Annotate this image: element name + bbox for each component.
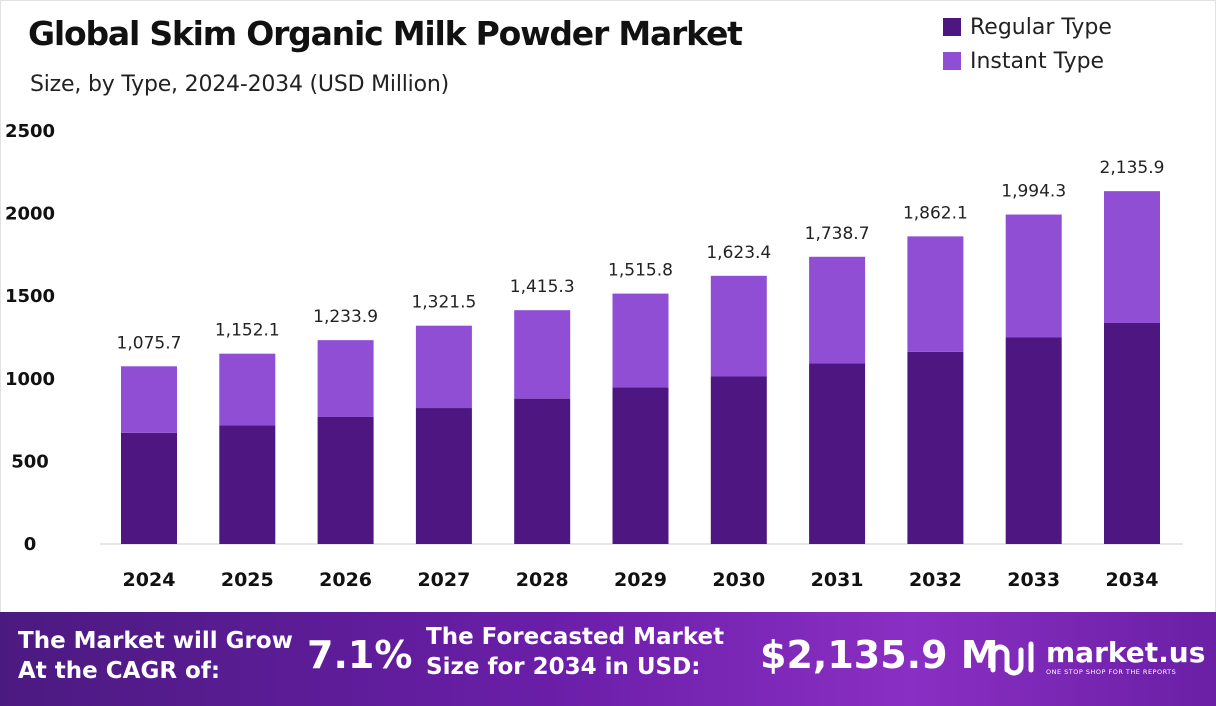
legend-label-instant: Instant Type (970, 48, 1105, 74)
forecast-text-line-2: Size for 2034 in USD: (426, 654, 701, 680)
brand-logo: market.us ONE STOP SHOP FOR THE REPORTS (988, 636, 1205, 678)
data-label-2024: 1,075.7 (117, 333, 182, 353)
bar-instant-2024 (121, 366, 177, 433)
bar-instant-2031 (809, 256, 866, 364)
bar-regular-2030 (710, 376, 767, 544)
bar-regular-2032 (907, 351, 964, 544)
bar-regular-2027 (415, 408, 472, 544)
market-us-logo-icon (990, 641, 1034, 676)
legend-item-instant: Instant Type (943, 44, 1112, 78)
bar-instant-2027 (415, 325, 472, 409)
bar-regular-2029 (612, 387, 669, 544)
data-label-2034: 2,135.9 (1100, 158, 1165, 178)
data-label-2026: 1,233.9 (313, 307, 378, 327)
data-label-2027: 1,321.5 (411, 293, 476, 313)
bar-regular-2031 (809, 363, 866, 544)
bar-instant-2025 (219, 353, 276, 426)
data-label-2030: 1,623.4 (706, 243, 771, 263)
bar-instant-2026 (317, 340, 374, 417)
brand-name: market.us (1046, 636, 1206, 669)
legend-swatch-regular (943, 18, 961, 36)
legend-label-regular: Regular Type (970, 14, 1112, 40)
legend-item-regular: Regular Type (943, 10, 1112, 44)
chart-title: Global Skim Organic Milk Powder Market (28, 14, 743, 53)
chart-subtitle: Size, by Type, 2024-2034 (USD Million) (30, 72, 449, 97)
x-tick-label-2029: 2029 (614, 569, 667, 591)
bar-regular-2024 (121, 432, 177, 544)
x-tick-label-2031: 2031 (811, 569, 864, 591)
x-tick-label-2026: 2026 (319, 569, 372, 591)
bar-instant-2029 (612, 293, 669, 388)
forecast-text: The Forecasted Market Size for 2034 in U… (426, 622, 724, 682)
y-tick-label: 2000 (5, 204, 55, 225)
x-tick-label-2028: 2028 (516, 569, 569, 591)
y-tick-label: 1000 (5, 369, 55, 390)
forecast-value: $2,135.9 M (760, 633, 999, 677)
x-tick-label-2033: 2033 (1007, 569, 1060, 591)
y-tick-label: 500 (11, 451, 49, 472)
data-label-2025: 1,152.1 (215, 321, 280, 341)
x-tick-label-2030: 2030 (712, 569, 765, 591)
footer-banner: The Market will Grow At the CAGR of: 7.1… (0, 612, 1216, 706)
bar-regular-2028 (514, 398, 571, 544)
data-label-2029: 1,515.8 (608, 261, 673, 281)
data-label-2028: 1,415.3 (510, 277, 575, 297)
bar-chart: 0 500 1000 1500 2000 2500 1,075.7 2024 1,152.1 20… (5, 121, 1183, 591)
brand-tagline: ONE STOP SHOP FOR THE REPORTS (1046, 668, 1177, 676)
bar-instant-2034 (1104, 191, 1160, 323)
bar-instant-2028 (514, 310, 571, 399)
y-tick-label: 2500 (5, 121, 55, 142)
data-label-2032: 1,862.1 (903, 203, 968, 223)
cagr-value: 7.1% (307, 633, 413, 677)
data-label-2033: 1,994.3 (1001, 182, 1066, 202)
legend: Regular Type Instant Type (943, 10, 1112, 78)
bar-regular-2026 (317, 416, 374, 544)
brand-text: market.us ONE STOP SHOP FOR THE REPORTS (1046, 636, 1206, 677)
y-tick-label: 1500 (5, 286, 55, 307)
bar-regular-2034 (1104, 322, 1160, 544)
x-tick-label-2025: 2025 (221, 569, 274, 591)
bar-instant-2033 (1005, 214, 1062, 338)
bar-instant-2032 (907, 236, 964, 352)
data-label-2031: 1,738.7 (805, 224, 870, 244)
x-tick-label-2032: 2032 (909, 569, 962, 591)
x-tick-label-2034: 2034 (1106, 569, 1159, 591)
bar-instant-2030 (710, 275, 767, 377)
cagr-text-line-2: At the CAGR of: (18, 658, 221, 684)
forecast-text-line-1: The Forecasted Market (426, 624, 725, 650)
cagr-text-line-1: The Market will Grow (18, 628, 293, 654)
bar-regular-2025 (219, 425, 276, 544)
bar-regular-2033 (1005, 337, 1062, 544)
y-tick-label: 0 (24, 534, 37, 555)
cagr-text: The Market will Grow At the CAGR of: (18, 626, 293, 686)
legend-swatch-instant (943, 52, 961, 70)
x-tick-label-2024: 2024 (123, 569, 176, 591)
x-tick-label-2027: 2027 (417, 569, 470, 591)
